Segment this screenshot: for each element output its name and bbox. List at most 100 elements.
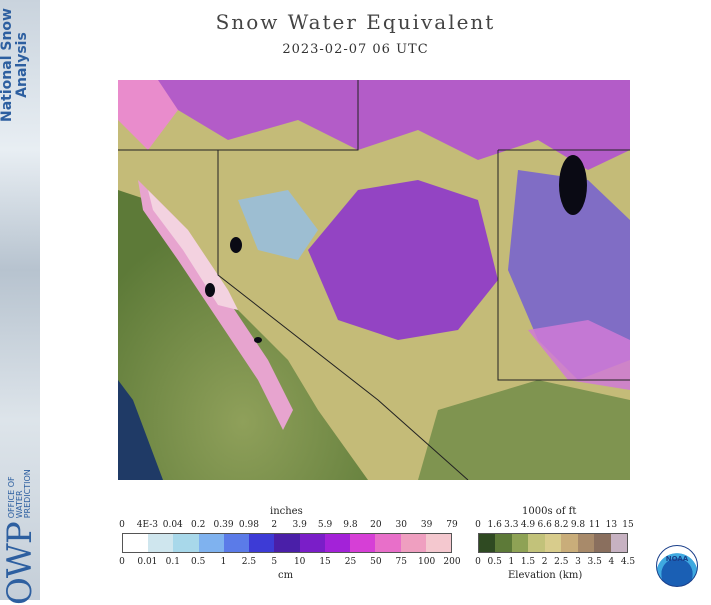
elevation-ft-tick: 3.3 — [504, 520, 519, 530]
elevation-colorbar-swatch — [544, 534, 562, 552]
swe-inches-tick: 0.04 — [162, 520, 183, 530]
great-salt-lake — [559, 155, 587, 215]
swe-cm-tick: 10 — [293, 557, 306, 567]
swe-colorbar-swatch — [324, 534, 351, 552]
elevation-legend-bottom-ticks: 0 0.5 1 1.5 2 2.5 3 3.5 4 4.5 — [475, 557, 635, 569]
sidebar-banner: National Snow Analysis OWP OFFICE OF WAT… — [0, 0, 40, 605]
elevation-colorbar-swatch — [511, 534, 529, 552]
map-title: Snow Water Equivalent — [215, 10, 496, 34]
map-datetime: 2023-02-07 06 UTC — [282, 42, 429, 57]
swe-inches-tick: 9.8 — [343, 520, 358, 530]
swe-cm-tick: 50 — [370, 557, 382, 567]
sierra-nevada-peak-swe — [148, 190, 238, 310]
elevation-ft-tick: 15 — [622, 520, 634, 530]
swe-inches-tick: 4E-3 — [136, 520, 158, 530]
elevation-ft-tick: 6.6 — [537, 520, 552, 530]
swe-colorbar-swatch — [400, 534, 426, 552]
swe-colorbar-swatch — [425, 534, 452, 552]
swe-colorbar-swatch — [249, 534, 275, 552]
swe-cm-tick: 2.5 — [241, 557, 257, 567]
swe-legend-top-unit: inches — [270, 506, 303, 517]
elevation-legend-top-ticks: 0 1.6 3.3 4.9 6.6 8.2 9.8 11 13 15 — [475, 520, 634, 532]
elevation-colorbar — [478, 533, 628, 553]
swe-colorbar-swatch — [299, 534, 325, 552]
swe-inches-tick: 0.98 — [238, 520, 259, 530]
elevation-km-tick: 4.5 — [620, 557, 636, 567]
elevation-km-tick: 4 — [608, 557, 615, 567]
elevation-ft-tick: 9.8 — [570, 520, 586, 530]
swe-inches-tick: 0 — [119, 520, 125, 530]
northern-snowpack — [118, 80, 630, 170]
elevation-legend-bottom-unit: Elevation (km) — [508, 570, 583, 581]
swe-cm-tick: 0 — [119, 557, 125, 567]
owp-logo: OWP OFFICE OF WATER PREDICTION — [0, 415, 40, 605]
great-basin-snowpack — [308, 180, 498, 340]
elevation-colorbar-swatch — [479, 534, 496, 552]
southeastern-snowpack — [528, 320, 630, 390]
swe-legend-bottom-ticks: 0 0.01 0.1 0.5 1 2.5 5 10 15 25 50 75 100 200 — [119, 557, 460, 569]
swe-cm-tick: 0.01 — [137, 557, 158, 567]
elevation-km-tick: 2.5 — [554, 557, 569, 567]
pacific-ocean — [118, 380, 163, 480]
swe-inches-tick: 0.2 — [190, 520, 206, 530]
sierra-nevada-snowpack — [138, 180, 293, 430]
swe-cm-tick: 75 — [395, 557, 407, 567]
elevation-colorbar-swatch — [495, 534, 512, 552]
elevation-ft-tick: 8.2 — [554, 520, 569, 530]
swe-colorbar-swatch — [350, 534, 376, 552]
southern-desert-lowland — [418, 380, 630, 480]
elevation-colorbar-swatch — [528, 534, 545, 552]
swe-cm-tick: 15 — [319, 557, 331, 567]
swe-colorbar-swatch — [198, 534, 224, 552]
swe-cm-tick: 0.1 — [165, 557, 180, 567]
swe-inches-tick: 39 — [420, 520, 433, 530]
elevation-km-tick: 0 — [475, 557, 481, 567]
lake-tahoe — [205, 283, 215, 297]
swe-map — [118, 80, 630, 480]
swe-cm-tick: 200 — [443, 557, 461, 567]
noaa-logo: NOAA — [656, 545, 698, 587]
owp-line3: PREDICTION — [23, 469, 32, 519]
elevation-ft-tick: 0 — [475, 520, 481, 530]
elevation-ft-tick: 11 — [588, 520, 601, 530]
swe-colorbar-swatch — [173, 534, 199, 552]
mono-lake — [254, 337, 262, 343]
swe-legend-bottom-unit: cm — [278, 570, 294, 581]
northern-high-swe-region — [118, 80, 178, 150]
elevation-km-tick: 0.5 — [487, 557, 502, 567]
swe-inches-tick: 0.39 — [213, 520, 234, 530]
state-boundaries — [118, 80, 630, 480]
pyramid-lake — [230, 237, 242, 253]
elevation-colorbar-swatch — [610, 534, 627, 552]
swe-inches-tick: 2 — [271, 520, 278, 530]
swe-cm-tick: 25 — [344, 557, 357, 567]
swe-colorbar-swatch — [123, 534, 149, 552]
swe-inches-tick: 30 — [395, 520, 407, 530]
elevation-colorbar-swatch — [561, 534, 578, 552]
elevation-ft-tick: 1.6 — [487, 520, 502, 530]
elevation-colorbar-swatch — [577, 534, 595, 552]
elevation-colorbar-swatch — [594, 534, 611, 552]
swe-cm-tick: 5 — [271, 557, 278, 567]
noaa-logo-text: NOAA — [665, 555, 689, 563]
swe-colorbar — [122, 533, 452, 553]
elevation-km-tick: 1.5 — [520, 557, 536, 567]
light-snow-area — [238, 190, 318, 260]
owp-full-name: OFFICE OF WATER PREDICTION — [7, 469, 32, 519]
owp-abbrev: OWP — [0, 522, 40, 605]
swe-colorbar-swatch — [148, 534, 174, 552]
swe-inches-tick: 20 — [370, 520, 382, 530]
swe-cm-tick: 1 — [220, 557, 227, 567]
elevation-legend-top-unit: 1000s of ft — [522, 506, 577, 517]
elevation-ft-tick: 13 — [605, 520, 618, 530]
elevation-km-tick: 2 — [541, 557, 548, 567]
elevation-km-tick: 3.5 — [587, 557, 602, 567]
swe-cm-tick: 0.5 — [190, 557, 206, 567]
swe-colorbar-swatch — [375, 534, 401, 552]
swe-inches-tick: 3.9 — [292, 520, 307, 530]
elevation-km-tick: 1 — [508, 557, 515, 567]
swe-inches-tick: 79 — [446, 520, 458, 530]
elevation-km-tick: 3 — [575, 557, 581, 567]
swe-inches-tick: 5.9 — [317, 520, 333, 530]
swe-cm-tick: 100 — [418, 557, 436, 567]
